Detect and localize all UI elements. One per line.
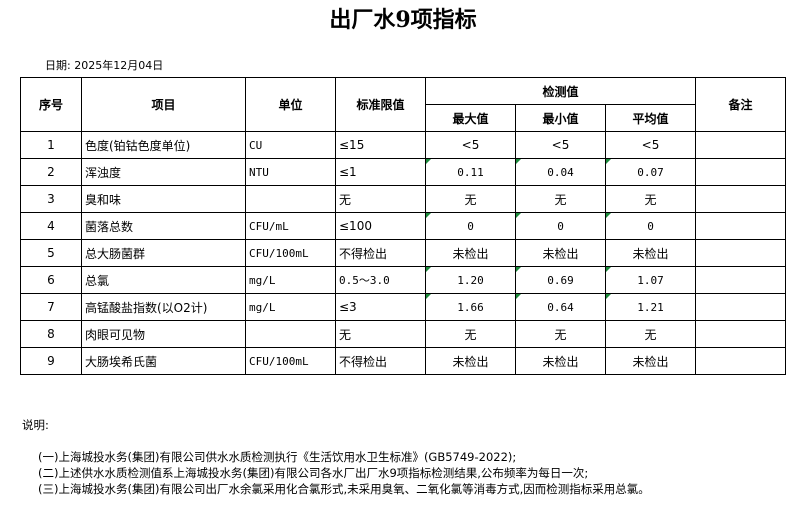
table-row: 1 色度(铂钴色度单位) CU ≤15 <5 <5 <5 <box>20 131 787 159</box>
cell-max: 0 <box>425 212 516 240</box>
cell-unit: CFU/100mL <box>245 239 336 267</box>
header-cell: 项目 <box>81 77 246 132</box>
cell-avg: 无 <box>604 185 697 213</box>
notes: 说明: (一)上海城投水务(集团)有限公司供水水质检测执行《生活饮用水卫生标准》… <box>22 417 650 497</box>
table-row: 5 总大肠菌群 CFU/100mL 不得检出 未检出 未检出 未检出 <box>20 239 787 267</box>
cell-remark <box>695 266 787 294</box>
table-row: 7 高锰酸盐指数(以O2计) mg/L ≤3 1.66 0.64 1.21 <box>20 293 787 321</box>
header-cell: 检测值 <box>424 77 697 105</box>
cell-limit: 无 <box>335 320 426 348</box>
cell-remark <box>695 320 787 348</box>
cell-unit: NTU <box>245 158 336 186</box>
cell-avg: 未检出 <box>604 239 697 267</box>
cell-item: 总大肠菌群 <box>81 239 246 267</box>
cell-no: 6 <box>20 266 82 294</box>
cell-unit <box>245 320 336 348</box>
cell-max: 无 <box>425 320 516 348</box>
cell-remark <box>695 293 787 321</box>
table-row: 6 总氯 mg/L 0.5～3.0 1.20 0.69 1.07 <box>20 266 787 294</box>
cell-unit <box>245 185 336 213</box>
notes-heading: 说明: <box>22 418 49 432</box>
cell-unit: mg/L <box>245 266 336 294</box>
cell-min: 0.64 <box>515 293 606 321</box>
table-row: 4 菌落总数 CFU/mL ≤100 0 0 0 <box>20 212 787 240</box>
cell-item: 大肠埃希氏菌 <box>81 347 246 375</box>
table-row: 9 大肠埃希氏菌 CFU/100mL 不得检出 未检出 未检出 未检出 <box>20 347 787 375</box>
subheader-cell: 最小值 <box>515 104 606 132</box>
cell-remark <box>695 347 787 375</box>
cell-limit: 0.5～3.0 <box>335 266 426 294</box>
cell-avg: 未检出 <box>604 347 697 375</box>
header-cell: 序号 <box>20 77 82 132</box>
cell-no: 5 <box>20 239 82 267</box>
cell-max: 0.11 <box>425 158 516 186</box>
cell-min: 0 <box>515 212 606 240</box>
cell-max: <5 <box>425 131 516 159</box>
cell-min: 无 <box>515 320 606 348</box>
cell-item: 肉眼可见物 <box>81 320 246 348</box>
cell-min: 未检出 <box>515 347 606 375</box>
cell-max: 无 <box>425 185 516 213</box>
cell-remark <box>695 158 787 186</box>
cell-item: 色度(铂钴色度单位) <box>81 131 246 159</box>
cell-min: <5 <box>515 131 606 159</box>
header-cell: 单位 <box>245 77 336 132</box>
table-row: 2 浑浊度 NTU ≤1 0.11 0.04 0.07 <box>20 158 787 186</box>
cell-no: 3 <box>20 185 82 213</box>
cell-item: 高锰酸盐指数(以O2计) <box>81 293 246 321</box>
indicator-table: 序号 项目 单位 标准限值 检测值 备注 最大值 最小值 平均值 1 色度(铂钴色… <box>20 77 787 375</box>
cell-min: 0.69 <box>515 266 606 294</box>
subheader-cell: 平均值 <box>604 104 697 132</box>
cell-unit: CFU/mL <box>245 212 336 240</box>
cell-item: 总氯 <box>81 266 246 294</box>
cell-remark <box>695 239 787 267</box>
cell-unit: mg/L <box>245 293 336 321</box>
cell-no: 8 <box>20 320 82 348</box>
note-line: (一)上海城投水务(集团)有限公司供水水质检测执行《生活饮用水卫生标准》(GB5… <box>38 450 517 464</box>
cell-unit: CU <box>245 131 336 159</box>
table-row: 8 肉眼可见物无无无无 <box>20 320 787 348</box>
note-line: (二)上述供水水质检测值系上海城投水务(集团)有限公司各水厂出厂水9项指标检测结… <box>38 466 589 480</box>
cell-no: 1 <box>20 131 82 159</box>
table-row: 3 臭和味无无无无 <box>20 185 787 213</box>
cell-min: 无 <box>515 185 606 213</box>
cell-no: 2 <box>20 158 82 186</box>
cell-avg: 1.07 <box>604 266 697 294</box>
cell-avg: 1.21 <box>604 293 697 321</box>
cell-limit: ≤100 <box>335 212 426 240</box>
header-cell: 标准限值 <box>335 77 426 132</box>
cell-item: 浑浊度 <box>81 158 246 186</box>
date: 日期: 2025年12月04日 <box>45 59 164 72</box>
cell-limit: 无 <box>335 185 426 213</box>
cell-avg: 无 <box>604 320 697 348</box>
cell-unit: CFU/100mL <box>245 347 336 375</box>
cell-item: 菌落总数 <box>81 212 246 240</box>
cell-max: 1.66 <box>425 293 516 321</box>
cell-remark <box>695 212 787 240</box>
cell-avg: 0 <box>604 212 697 240</box>
cell-limit: ≤3 <box>335 293 426 321</box>
note-line: (三)上海城投水务(集团)有限公司出厂水余氯采用化合氯形式,未采用臭氧、二氧化氯… <box>38 482 650 496</box>
cell-avg: <5 <box>604 131 697 159</box>
cell-remark <box>695 131 787 159</box>
cell-max: 1.20 <box>425 266 516 294</box>
cell-limit: 不得检出 <box>335 239 426 267</box>
cell-limit: ≤1 <box>335 158 426 186</box>
title: 出厂水9项指标 <box>329 7 477 33</box>
subheader-cell: 最大值 <box>425 104 516 132</box>
cell-min: 未检出 <box>515 239 606 267</box>
cell-no: 4 <box>20 212 82 240</box>
cell-no: 7 <box>20 293 82 321</box>
cell-no: 9 <box>20 347 82 375</box>
cell-avg: 0.07 <box>604 158 697 186</box>
cell-item: 臭和味 <box>81 185 246 213</box>
cell-max: 未检出 <box>425 347 516 375</box>
cell-remark <box>695 185 787 213</box>
header-cell: 备注 <box>695 77 787 132</box>
cell-min: 0.04 <box>515 158 606 186</box>
cell-max: 未检出 <box>425 239 516 267</box>
cell-limit: 不得检出 <box>335 347 426 375</box>
cell-limit: ≤15 <box>335 131 426 159</box>
